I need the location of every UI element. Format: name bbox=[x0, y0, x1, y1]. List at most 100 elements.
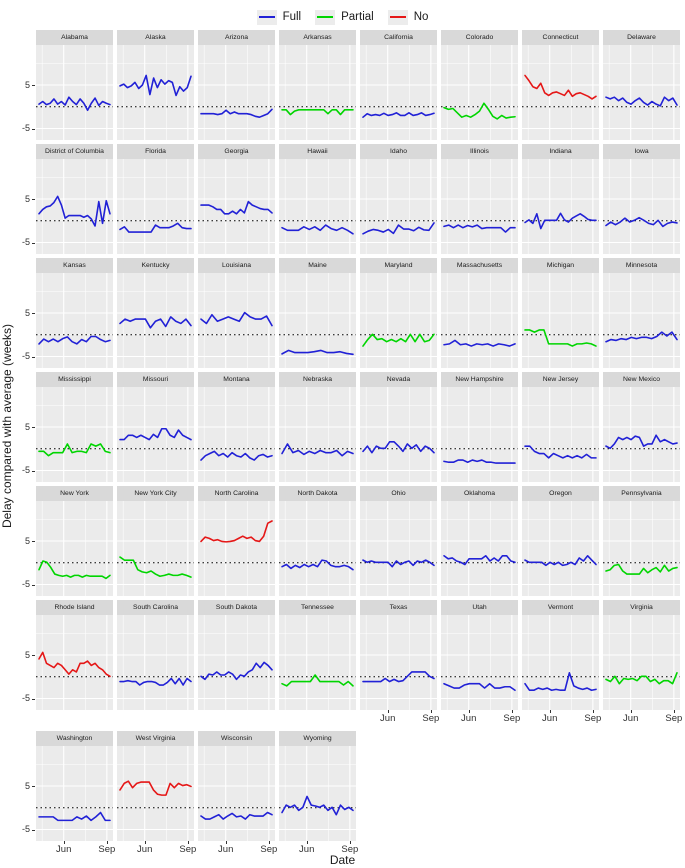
series-line-montana bbox=[200, 450, 273, 461]
legend-label-no: No bbox=[413, 11, 429, 23]
series-line-nebraska bbox=[281, 443, 354, 457]
x-tick-label: Sep bbox=[179, 844, 197, 855]
facet-strip-kentucky: Kentucky bbox=[117, 258, 194, 273]
legend-label-partial: Partial bbox=[341, 11, 374, 23]
series-line-new-mexico bbox=[605, 434, 678, 450]
facet-strip-california: California bbox=[360, 30, 437, 45]
x-axis-labels: Jun Sep bbox=[441, 710, 520, 727]
partial-line-swatch bbox=[317, 16, 334, 18]
facet-oregon: Oregon bbox=[522, 486, 599, 596]
legend-key-partial bbox=[315, 9, 336, 25]
x-tick-mark bbox=[144, 841, 146, 844]
facet-panel-colorado bbox=[441, 45, 518, 140]
facet-alaska: Alaska bbox=[117, 30, 194, 140]
facet-panel-missouri bbox=[117, 387, 194, 482]
facet-panel-georgia bbox=[198, 159, 275, 254]
facet-strip-virginia: Virginia bbox=[603, 600, 680, 615]
facet-texas: Texas Jun Sep bbox=[360, 600, 439, 727]
full-line-swatch bbox=[258, 16, 275, 18]
facet-strip-kansas: Kansas bbox=[36, 258, 113, 273]
series-line-ohio bbox=[362, 559, 435, 568]
facet-strip-ohio: Ohio bbox=[360, 486, 437, 501]
x-tick-label: Jun bbox=[218, 844, 234, 855]
facet-strip-new-mexico: New Mexico bbox=[603, 372, 680, 387]
facet-strip-nevada: Nevada bbox=[360, 372, 437, 387]
facet-panel-wyoming bbox=[279, 746, 356, 841]
facet-hawaii: Hawaii bbox=[279, 144, 356, 254]
x-axis-labels: Jun Sep bbox=[522, 710, 601, 727]
facet-strip-illinois: Illinois bbox=[441, 144, 518, 159]
series-line-missouri bbox=[119, 427, 192, 441]
y-tick-label: 5 bbox=[24, 421, 30, 432]
facet-maryland: Maryland bbox=[360, 258, 437, 368]
facet-utah: Utah Jun Sep bbox=[441, 600, 520, 727]
facet-panel-louisiana bbox=[198, 273, 275, 368]
series-line-florida bbox=[119, 222, 192, 233]
facet-louisiana: Louisiana bbox=[198, 258, 275, 368]
facet-strip-pennsylvania: Pennsylvania bbox=[603, 486, 680, 501]
facet-panel-mississippi bbox=[36, 387, 113, 482]
x-tick-label: Sep bbox=[665, 713, 683, 724]
facet-alabama: Alabama 5 -5 bbox=[22, 30, 113, 140]
series-line-maryland bbox=[362, 333, 435, 347]
facet-pennsylvania: Pennsylvania bbox=[603, 486, 680, 596]
facet-minnesota: Minnesota bbox=[603, 258, 680, 368]
series-line-hawaii bbox=[281, 224, 354, 235]
facet-tennessee: Tennessee bbox=[279, 600, 356, 727]
series-line-south-carolina bbox=[119, 677, 192, 686]
x-tick-label: Jun bbox=[299, 844, 315, 855]
facet-strip-north-carolina: North Carolina bbox=[198, 486, 275, 501]
facet-panel-montana bbox=[198, 387, 275, 482]
x-axis-labels: Jun Sep bbox=[117, 841, 197, 858]
y-tick-label: -5 bbox=[21, 579, 30, 589]
series-line-washington bbox=[38, 811, 111, 822]
facet-panel-delaware bbox=[603, 45, 680, 140]
legend-key-no bbox=[387, 9, 408, 25]
series-line-rhode-island bbox=[38, 651, 111, 678]
y-tick-label: 5 bbox=[24, 193, 30, 204]
facet-strip-idaho: Idaho bbox=[360, 144, 437, 159]
facet-vermont: Vermont Jun Sep bbox=[522, 600, 601, 727]
y-tick-label: 5 bbox=[24, 780, 30, 791]
facet-panel-north-dakota bbox=[279, 501, 356, 596]
y-tick-label: 5 bbox=[24, 307, 30, 318]
facet-connecticut: Connecticut bbox=[522, 30, 599, 140]
x-tick-mark bbox=[106, 841, 108, 844]
facet-strip-colorado: Colorado bbox=[441, 30, 518, 45]
facet-strip-rhode-island: Rhode Island bbox=[36, 600, 113, 615]
facet-panel-new-mexico bbox=[603, 387, 680, 482]
series-line-alabama bbox=[38, 96, 111, 112]
series-line-georgia bbox=[200, 200, 273, 215]
facet-panel-nevada bbox=[360, 387, 437, 482]
facet-wyoming: Wyoming Jun Sep bbox=[279, 731, 358, 858]
series-line-kentucky bbox=[119, 316, 192, 329]
facet-panel-rhode-island bbox=[36, 615, 113, 710]
series-line-wyoming bbox=[281, 795, 354, 816]
x-tick-mark bbox=[225, 841, 227, 844]
series-line-south-dakota bbox=[200, 661, 273, 681]
series-line-oregon bbox=[524, 554, 597, 567]
facet-panel-new-hampshire bbox=[441, 387, 518, 482]
series-line-vermont bbox=[524, 672, 597, 692]
y-tick-mark bbox=[32, 85, 35, 86]
y-tick-mark bbox=[32, 427, 35, 428]
facet-wisconsin: Wisconsin Jun Sep bbox=[198, 731, 277, 858]
facet-panel-hawaii bbox=[279, 159, 356, 254]
series-line-louisiana bbox=[200, 311, 273, 327]
series-line-north-dakota bbox=[281, 559, 354, 571]
facet-panel-new-york bbox=[36, 501, 113, 596]
x-tick-mark bbox=[630, 710, 632, 713]
facet-district-of-columbia: District of Columbia 5 -5 bbox=[22, 144, 113, 254]
facet-strip-maine: Maine bbox=[279, 258, 356, 273]
facet-strip-minnesota: Minnesota bbox=[603, 258, 680, 273]
facet-florida: Florida bbox=[117, 144, 194, 254]
series-line-kansas bbox=[38, 335, 111, 345]
facet-illinois: Illinois bbox=[441, 144, 518, 254]
x-axis-labels: Jun Sep bbox=[36, 841, 115, 858]
facet-virginia: Virginia Jun Sep bbox=[603, 600, 683, 727]
x-tick-mark bbox=[306, 841, 308, 844]
y-tick-mark bbox=[32, 470, 35, 472]
facet-panel-alabama bbox=[36, 45, 113, 140]
facet-panel-michigan bbox=[522, 273, 599, 368]
facet-strip-michigan: Michigan bbox=[522, 258, 599, 273]
